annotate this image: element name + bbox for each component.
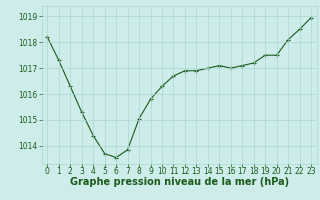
X-axis label: Graphe pression niveau de la mer (hPa): Graphe pression niveau de la mer (hPa) xyxy=(70,177,289,187)
